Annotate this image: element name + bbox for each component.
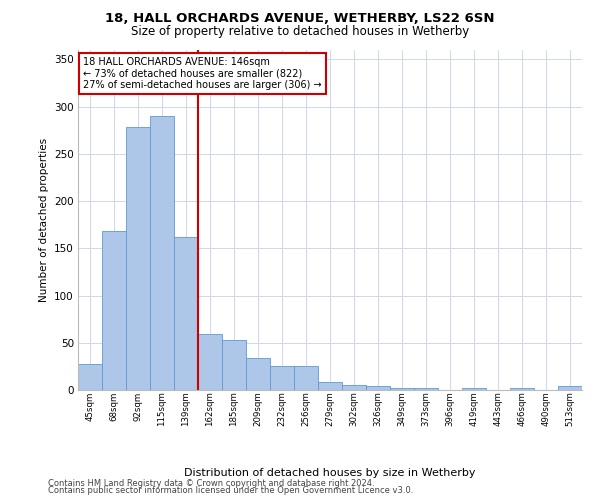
Bar	[150, 116, 174, 390]
Bar	[318, 382, 342, 390]
Y-axis label: Number of detached properties: Number of detached properties	[38, 138, 49, 302]
Bar	[366, 386, 390, 390]
Bar	[342, 386, 366, 390]
Bar	[102, 232, 126, 390]
Bar	[78, 364, 102, 390]
Bar	[462, 388, 486, 390]
Bar	[390, 388, 414, 390]
Bar	[198, 334, 222, 390]
Text: Contains public sector information licensed under the Open Government Licence v3: Contains public sector information licen…	[48, 486, 413, 495]
Bar	[246, 358, 270, 390]
Bar	[294, 366, 318, 390]
Text: 18 HALL ORCHARDS AVENUE: 146sqm
← 73% of detached houses are smaller (822)
27% o: 18 HALL ORCHARDS AVENUE: 146sqm ← 73% of…	[83, 57, 322, 90]
Bar	[510, 388, 534, 390]
Text: Contains HM Land Registry data © Crown copyright and database right 2024.: Contains HM Land Registry data © Crown c…	[48, 478, 374, 488]
Bar	[126, 128, 150, 390]
Bar	[222, 340, 246, 390]
Text: Size of property relative to detached houses in Wetherby: Size of property relative to detached ho…	[131, 25, 469, 38]
Bar	[270, 366, 294, 390]
Bar	[414, 388, 438, 390]
Text: 18, HALL ORCHARDS AVENUE, WETHERBY, LS22 6SN: 18, HALL ORCHARDS AVENUE, WETHERBY, LS22…	[105, 12, 495, 26]
Bar	[558, 386, 582, 390]
Bar	[174, 237, 198, 390]
X-axis label: Distribution of detached houses by size in Wetherby: Distribution of detached houses by size …	[184, 468, 476, 478]
